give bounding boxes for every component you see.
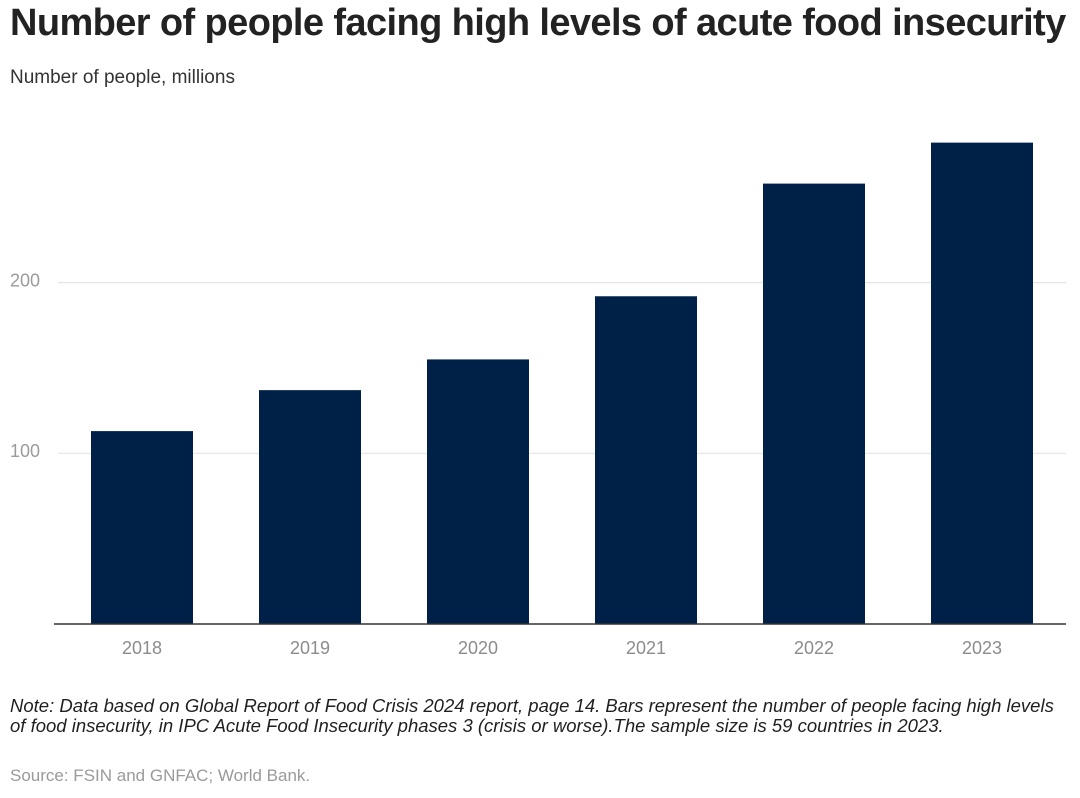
- chart-title: Number of people facing high levels of a…: [10, 2, 1066, 44]
- gridlines: [58, 282, 1066, 454]
- x-tick-label: 2019: [290, 638, 330, 658]
- chart-subtitle: Number of people, millions: [10, 67, 235, 88]
- bar-chart: 100 200 2018 2019 2020 2021 2022 2023: [10, 142, 1066, 658]
- y-tick-label: 100: [10, 441, 40, 461]
- bar-2022: [763, 183, 865, 624]
- chart-source: Source: FSIN and GNFAC; World Bank.: [10, 766, 311, 785]
- bar-2019: [259, 390, 361, 624]
- tick-labels: 100 200 2018 2019 2020 2021 2022 2023: [10, 270, 1002, 658]
- x-tick-label: 2021: [626, 638, 666, 658]
- x-tick-label: 2022: [794, 638, 834, 658]
- bar-2020: [427, 359, 529, 624]
- x-tick-label: 2023: [962, 638, 1002, 658]
- bar-2023: [931, 142, 1033, 624]
- chart-note: Note: Data based on Global Report of Foo…: [10, 695, 1054, 736]
- y-tick-label: 200: [10, 270, 40, 290]
- x-tick-label: 2020: [458, 638, 498, 658]
- bar-2018: [91, 431, 193, 624]
- bar-2021: [595, 296, 697, 624]
- x-tick-label: 2018: [122, 638, 162, 658]
- bars: [91, 142, 1033, 624]
